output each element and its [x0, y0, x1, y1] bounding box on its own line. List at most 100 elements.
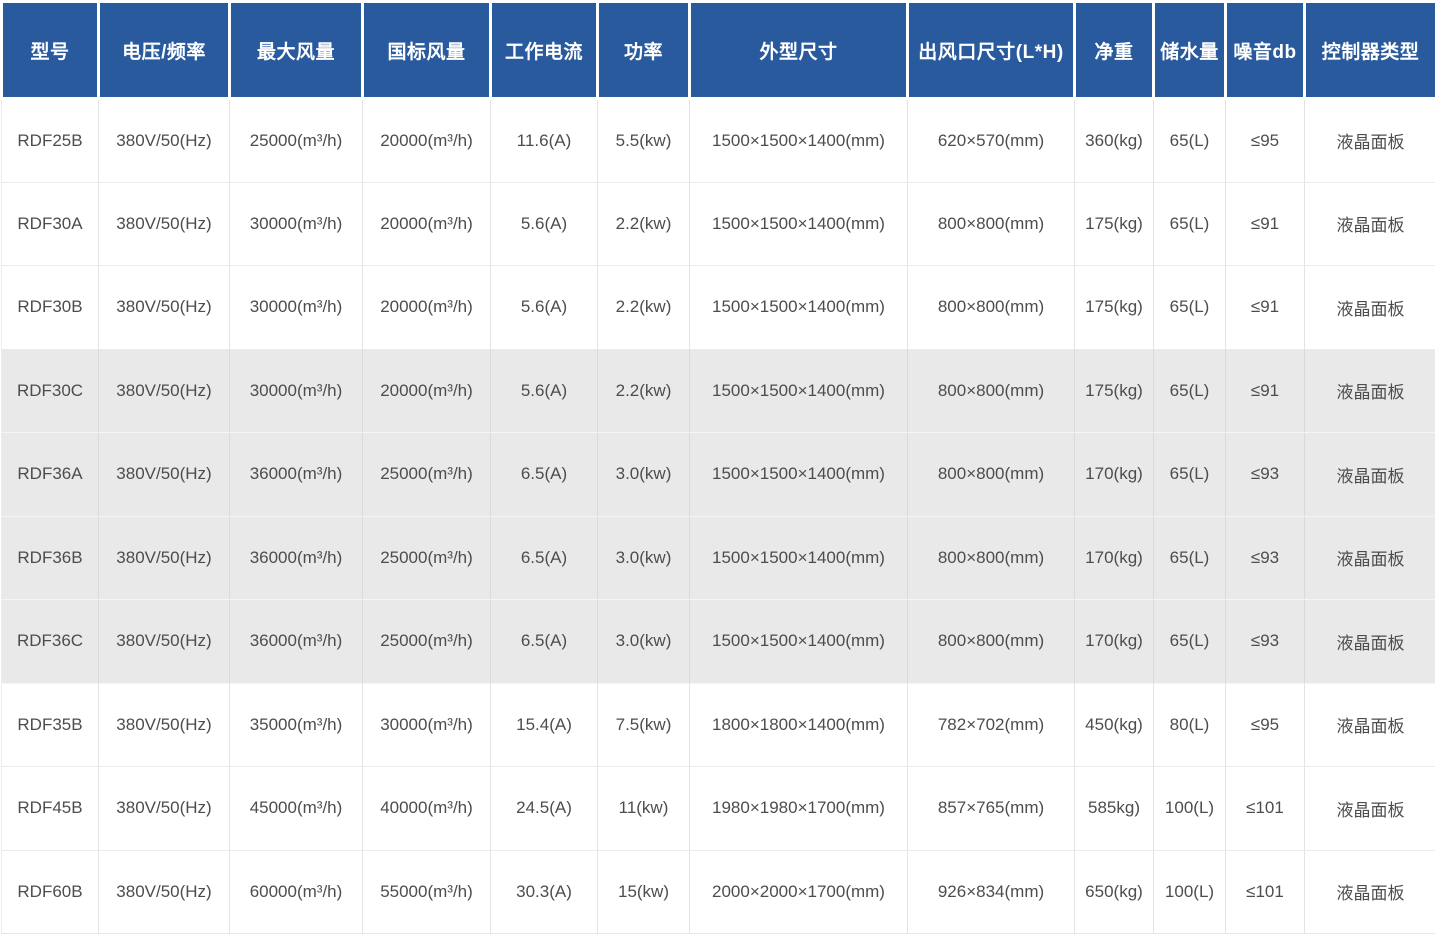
cell-controller-type: 液晶面板 — [1304, 683, 1435, 767]
cell-net-weight: 170(kg) — [1074, 516, 1154, 600]
cell-model: RDF30C — [1, 349, 99, 433]
cell-net-weight: 175(kg) — [1074, 349, 1154, 433]
column-header-noise_db: 噪音db — [1224, 0, 1306, 100]
cell-model: RDF60B — [1, 850, 99, 934]
cell-net-weight: 450(kg) — [1074, 683, 1154, 767]
cell-voltage-frequency: 380V/50(Hz) — [98, 265, 230, 350]
cell-voltage-frequency: 380V/50(Hz) — [98, 683, 230, 767]
cell-standard-airflow: 20000(m³/h) — [362, 98, 491, 183]
cell-max-airflow: 30000(m³/h) — [229, 349, 363, 433]
column-header-voltage_frequency: 电压/频率 — [97, 0, 231, 100]
cell-max-airflow: 35000(m³/h) — [229, 683, 363, 767]
cell-working-current: 5.6(A) — [490, 182, 598, 266]
cell-power: 3.0(kw) — [597, 432, 690, 517]
cell-water-capacity: 65(L) — [1153, 599, 1226, 684]
cell-voltage-frequency: 380V/50(Hz) — [98, 349, 230, 433]
cell-max-airflow: 30000(m³/h) — [229, 182, 363, 266]
table-row: RDF25B 380V/50(Hz) 25000(m³/h) 20000(m³/… — [1, 98, 1435, 183]
cell-water-capacity: 80(L) — [1153, 683, 1226, 767]
cell-net-weight: 170(kg) — [1074, 599, 1154, 684]
table-row: RDF30A 380V/50(Hz) 30000(m³/h) 20000(m³/… — [1, 182, 1435, 266]
cell-outlet-size: 782×702(mm) — [907, 683, 1075, 767]
cell-dimensions: 1500×1500×1400(mm) — [689, 432, 908, 517]
table-row: RDF36B 380V/50(Hz) 36000(m³/h) 25000(m³/… — [1, 516, 1435, 600]
table-row: RDF36A 380V/50(Hz) 36000(m³/h) 25000(m³/… — [1, 432, 1435, 517]
table-row: RDF60B 380V/50(Hz) 60000(m³/h) 55000(m³/… — [1, 850, 1435, 934]
column-header-power: 功率 — [596, 0, 691, 100]
cell-max-airflow: 36000(m³/h) — [229, 599, 363, 684]
cell-standard-airflow: 20000(m³/h) — [362, 349, 491, 433]
cell-water-capacity: 65(L) — [1153, 182, 1226, 266]
cell-noise-db: ≤91 — [1225, 182, 1305, 266]
cell-noise-db: ≤91 — [1225, 349, 1305, 433]
column-header-dimensions: 外型尺寸 — [688, 0, 909, 100]
cell-outlet-size: 800×800(mm) — [907, 432, 1075, 517]
cell-max-airflow: 36000(m³/h) — [229, 432, 363, 517]
cell-working-current: 5.6(A) — [490, 349, 598, 433]
cell-noise-db: ≤93 — [1225, 516, 1305, 600]
column-header-controller_type: 控制器类型 — [1303, 0, 1435, 100]
cell-dimensions: 2000×2000×1700(mm) — [689, 850, 908, 934]
cell-outlet-size: 857×765(mm) — [907, 766, 1075, 851]
cell-controller-type: 液晶面板 — [1304, 432, 1435, 517]
cell-dimensions: 1500×1500×1400(mm) — [689, 349, 908, 433]
cell-working-current: 6.5(A) — [490, 516, 598, 600]
cell-outlet-size: 800×800(mm) — [907, 516, 1075, 600]
cell-power: 5.5(kw) — [597, 98, 690, 183]
cell-controller-type: 液晶面板 — [1304, 850, 1435, 934]
cell-power: 2.2(kw) — [597, 349, 690, 433]
cell-model: RDF30A — [1, 182, 99, 266]
column-header-working_current: 工作电流 — [489, 0, 599, 100]
cell-voltage-frequency: 380V/50(Hz) — [98, 432, 230, 517]
cell-standard-airflow: 25000(m³/h) — [362, 432, 491, 517]
cell-noise-db: ≤93 — [1225, 432, 1305, 517]
cell-net-weight: 170(kg) — [1074, 432, 1154, 517]
cell-power: 2.2(kw) — [597, 182, 690, 266]
column-header-net_weight: 净重 — [1073, 0, 1155, 100]
cell-working-current: 24.5(A) — [490, 766, 598, 851]
cell-voltage-frequency: 380V/50(Hz) — [98, 766, 230, 851]
cell-voltage-frequency: 380V/50(Hz) — [98, 182, 230, 266]
cell-power: 7.5(kw) — [597, 683, 690, 767]
cell-controller-type: 液晶面板 — [1304, 265, 1435, 350]
cell-noise-db: ≤95 — [1225, 98, 1305, 183]
cell-model: RDF35B — [1, 683, 99, 767]
cell-noise-db: ≤91 — [1225, 265, 1305, 350]
cell-working-current: 30.3(A) — [490, 850, 598, 934]
cell-model: RDF25B — [1, 98, 99, 183]
column-header-outlet_size: 出风口尺寸(L*H) — [906, 0, 1076, 100]
cell-model: RDF36B — [1, 516, 99, 600]
cell-max-airflow: 30000(m³/h) — [229, 265, 363, 350]
cell-controller-type: 液晶面板 — [1304, 766, 1435, 851]
table-row: RDF30B 380V/50(Hz) 30000(m³/h) 20000(m³/… — [1, 265, 1435, 350]
cell-dimensions: 1500×1500×1400(mm) — [689, 265, 908, 350]
cell-net-weight: 175(kg) — [1074, 265, 1154, 350]
cell-outlet-size: 926×834(mm) — [907, 850, 1075, 934]
column-header-standard_airflow: 国标风量 — [361, 0, 492, 100]
cell-dimensions: 1500×1500×1400(mm) — [689, 98, 908, 183]
cell-model: RDF45B — [1, 766, 99, 851]
table-row: RDF35B 380V/50(Hz) 35000(m³/h) 30000(m³/… — [1, 683, 1435, 767]
cell-net-weight: 585kg) — [1074, 766, 1154, 851]
cell-max-airflow: 60000(m³/h) — [229, 850, 363, 934]
cell-outlet-size: 800×800(mm) — [907, 182, 1075, 266]
cell-water-capacity: 65(L) — [1153, 349, 1226, 433]
cell-working-current: 6.5(A) — [490, 432, 598, 517]
table-row: RDF30C 380V/50(Hz) 30000(m³/h) 20000(m³/… — [1, 349, 1435, 433]
cell-dimensions: 1500×1500×1400(mm) — [689, 516, 908, 600]
cell-power: 15(kw) — [597, 850, 690, 934]
table-row: RDF45B 380V/50(Hz) 45000(m³/h) 40000(m³/… — [1, 766, 1435, 851]
cell-standard-airflow: 20000(m³/h) — [362, 265, 491, 350]
cell-standard-airflow: 25000(m³/h) — [362, 599, 491, 684]
cell-noise-db: ≤93 — [1225, 599, 1305, 684]
cell-voltage-frequency: 380V/50(Hz) — [98, 599, 230, 684]
cell-noise-db: ≤95 — [1225, 683, 1305, 767]
cell-model: RDF36C — [1, 599, 99, 684]
cell-outlet-size: 620×570(mm) — [907, 98, 1075, 183]
cell-noise-db: ≤101 — [1225, 850, 1305, 934]
cell-standard-airflow: 20000(m³/h) — [362, 182, 491, 266]
cell-controller-type: 液晶面板 — [1304, 516, 1435, 600]
cell-net-weight: 360(kg) — [1074, 98, 1154, 183]
cell-voltage-frequency: 380V/50(Hz) — [98, 850, 230, 934]
